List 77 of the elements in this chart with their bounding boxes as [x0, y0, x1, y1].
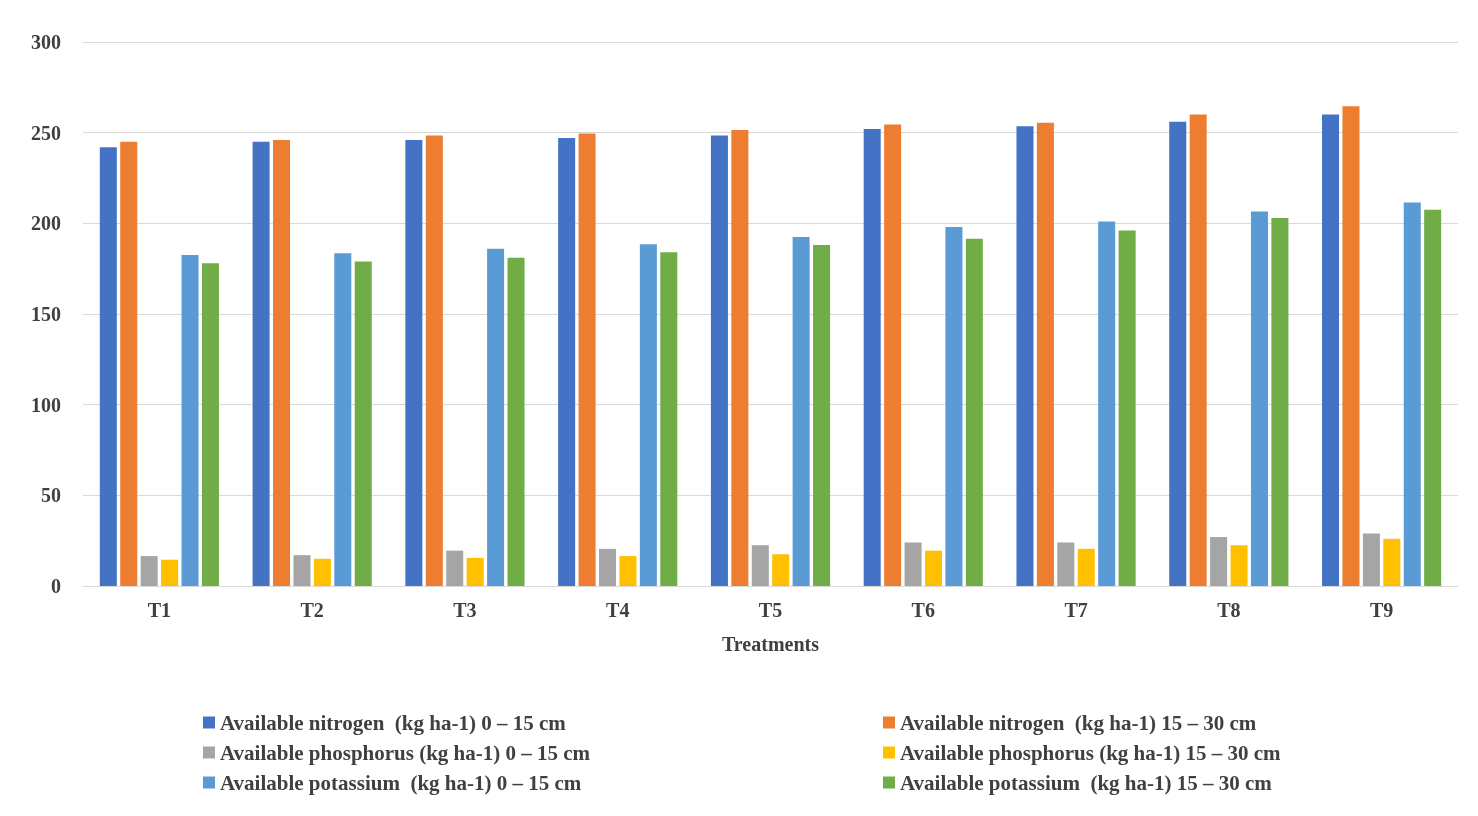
bar [1250, 211, 1268, 586]
bar [924, 550, 942, 586]
legend-label: Available nitrogen (kg ha-1) 0 – 15 cm [220, 710, 567, 735]
bar [639, 244, 657, 586]
bar [466, 557, 484, 586]
bar [1077, 548, 1095, 586]
legend-label: Available phosphorus (kg ha-1) 15 – 30 cm [900, 740, 1282, 765]
bar [1118, 230, 1136, 586]
bar [792, 236, 810, 586]
bar [120, 141, 138, 586]
bar [813, 245, 831, 586]
bar [1210, 537, 1228, 586]
bar [1271, 217, 1289, 586]
bar [334, 253, 352, 586]
bar [1403, 202, 1421, 586]
bar [578, 133, 596, 586]
bar [252, 141, 270, 586]
bar [201, 263, 219, 586]
legend-label: Available nitrogen (kg ha-1) 15 – 30 cm [900, 710, 1257, 735]
y-tick-label: 100 [31, 393, 61, 416]
bar [1383, 538, 1401, 586]
bar [446, 550, 464, 586]
legend-label: Available potassium (kg ha-1) 15 – 30 cm [900, 770, 1273, 795]
bar [619, 556, 637, 586]
bar [140, 556, 158, 586]
y-tick-label: 50 [41, 484, 61, 507]
bar [884, 124, 902, 586]
y-tick-label: 250 [31, 121, 61, 144]
bar [772, 554, 790, 586]
bar [904, 542, 922, 586]
y-tick-label: 0 [51, 575, 61, 597]
legend-label: Available phosphorus (kg ha-1) 0 – 15 cm [220, 740, 591, 765]
x-tick-label: T4 [606, 599, 630, 621]
bar [1424, 209, 1442, 586]
y-tick-label: 300 [31, 31, 61, 53]
bar [1342, 106, 1360, 586]
x-tick-label: T1 [147, 599, 172, 621]
bar [1362, 533, 1380, 586]
bar [1189, 114, 1207, 586]
bar [863, 129, 881, 586]
bar [731, 129, 749, 586]
y-tick-label: 150 [31, 303, 61, 325]
bar [1322, 114, 1340, 586]
bar [1169, 121, 1187, 586]
bar [660, 252, 678, 586]
bar [99, 147, 117, 586]
bar [405, 139, 423, 586]
x-tick-label: T8 [1217, 599, 1241, 621]
x-tick-label: T5 [758, 599, 783, 621]
bar [1098, 221, 1116, 586]
bar [945, 226, 963, 586]
bar [425, 135, 443, 586]
bar [710, 135, 728, 586]
x-axis-title: Treatments [721, 633, 820, 655]
bar [965, 238, 983, 586]
bar [599, 548, 617, 586]
bar [1057, 542, 1075, 586]
bar [161, 559, 179, 586]
bar [1230, 545, 1248, 586]
bar [487, 248, 505, 586]
x-tick-label: T7 [1064, 599, 1088, 621]
bar [558, 138, 576, 586]
bar [313, 558, 331, 586]
bar [354, 261, 372, 586]
bar [1036, 122, 1054, 586]
x-tick-label: T2 [300, 599, 324, 621]
bar [507, 257, 525, 586]
bar [181, 255, 199, 586]
x-tick-label: T3 [453, 599, 477, 621]
bar [273, 139, 291, 586]
x-tick-label: T6 [911, 599, 935, 621]
y-tick-label: 200 [31, 212, 61, 235]
legend-label: Available potassium (kg ha-1) 0 – 15 cm [220, 770, 582, 795]
x-tick-label: T9 [1369, 599, 1394, 621]
bar [293, 555, 311, 586]
bar [751, 545, 769, 586]
bar [1016, 126, 1034, 586]
